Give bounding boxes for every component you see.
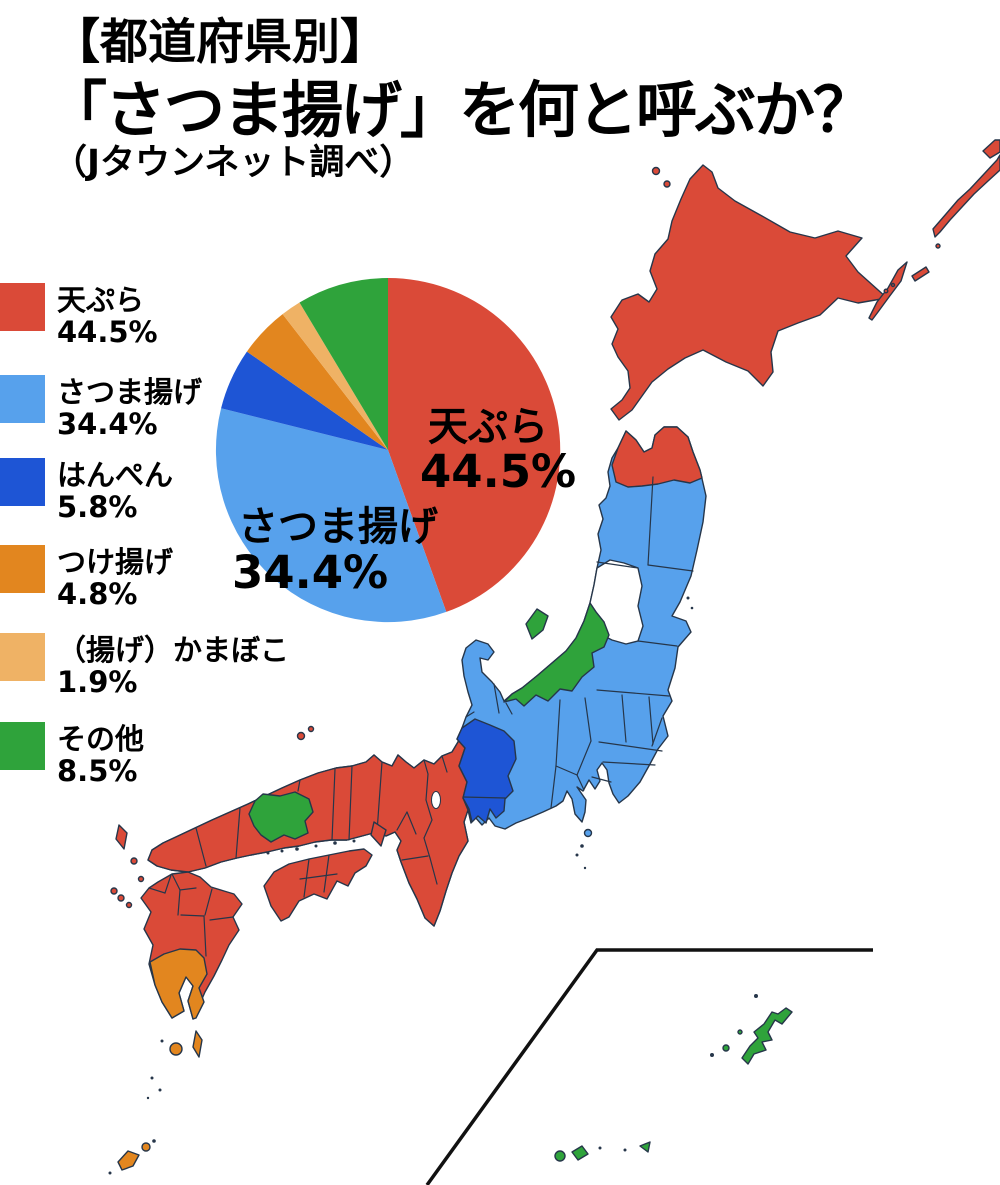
legend-value: 5.8% bbox=[57, 490, 138, 524]
small-islands bbox=[108, 596, 694, 1175]
map-region-niigata bbox=[503, 602, 610, 707]
pie-label-tempura-name: 天ぷら bbox=[428, 404, 548, 450]
legend-label: その他 bbox=[57, 722, 145, 756]
legend-item-tsukeage: つけ揚げ 4.8% bbox=[0, 545, 173, 610]
map-region-hiroshima bbox=[248, 791, 314, 843]
pie-slice-tsukeage bbox=[246, 314, 388, 450]
legend-value: 8.5% bbox=[57, 754, 138, 788]
legend-swatch-hanpen bbox=[0, 458, 45, 506]
legend-item-hanpen: はんぺん 5.8% bbox=[0, 458, 173, 523]
legend-swatch-tsukeage bbox=[0, 545, 45, 593]
map-region-aomori bbox=[611, 426, 703, 488]
legend-swatch-tempura bbox=[0, 283, 45, 331]
page-title-line2: 「さつま揚げ」を何と呼ぶか？ bbox=[46, 75, 874, 146]
pie-label-tempura-pct: 44.5% bbox=[420, 445, 576, 498]
legend-value: 34.4% bbox=[57, 407, 158, 441]
legend-label: （揚げ）かまぼこ bbox=[57, 633, 290, 667]
pie-slice-sonota bbox=[299, 278, 388, 450]
legend-value: 4.8% bbox=[57, 577, 138, 611]
map-region-kuril-islands bbox=[868, 139, 1000, 321]
legend-item-sonota: その他 8.5% bbox=[0, 722, 144, 787]
inset-boundary-line bbox=[425, 948, 873, 1185]
legend-item-tempura: 天ぷら 44.5% bbox=[0, 283, 158, 348]
lake-biwa bbox=[431, 791, 441, 809]
prefecture-borders bbox=[195, 476, 694, 885]
pie-label-satsumaage-name: さつま揚げ bbox=[238, 504, 438, 550]
map-region-hokkaido bbox=[610, 164, 888, 421]
legend-swatch-satsumaage bbox=[0, 375, 45, 423]
okinawa-inset bbox=[425, 948, 873, 1185]
legend-item-satsumaage: さつま揚げ 34.4% bbox=[0, 375, 202, 440]
map-region-west-honshu bbox=[147, 727, 469, 927]
map-region-shikoku bbox=[263, 848, 373, 922]
legend-label: さつま揚げ bbox=[57, 375, 203, 409]
page-title-line1: 【都道府県別】 bbox=[52, 14, 389, 70]
page-title-line3: （Jタウンネット調べ） bbox=[52, 143, 415, 183]
legend-label: 天ぷら bbox=[57, 283, 145, 317]
legend-value: 44.5% bbox=[57, 315, 158, 349]
legend-item-kamaboko: （揚げ）かまぼこ 1.9% bbox=[0, 633, 289, 698]
legend-value: 1.9% bbox=[57, 665, 138, 699]
pie-label-satsumaage-pct: 34.4% bbox=[232, 546, 388, 599]
pie-slice-tempura bbox=[388, 277, 561, 612]
legend-swatch-kamaboko bbox=[0, 633, 45, 681]
map-awaji-island bbox=[370, 821, 387, 847]
pie-slice-satsumaage bbox=[215, 408, 447, 623]
legend-swatch-sonota bbox=[0, 722, 45, 770]
map-region-gifu-aichi bbox=[456, 718, 517, 824]
pie-chart: 天ぷら 44.5% さつま揚げ 34.4% bbox=[215, 277, 576, 623]
pie-slice-hanpen bbox=[221, 351, 388, 450]
map-region-kagoshima bbox=[117, 948, 208, 1171]
pie-slice-kamaboko bbox=[282, 302, 388, 450]
legend-label: つけ揚げ bbox=[57, 545, 174, 579]
legend-label: はんぺん bbox=[57, 458, 174, 492]
